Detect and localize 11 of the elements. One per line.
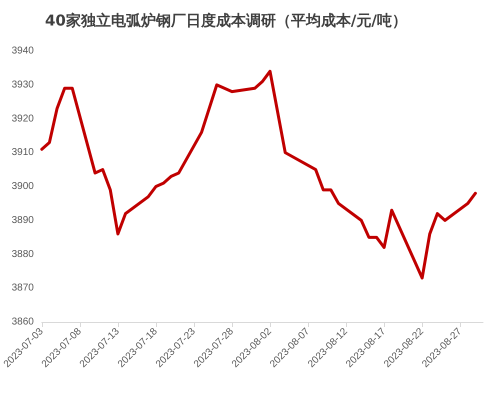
y-tick-label: 3870 <box>12 282 34 294</box>
y-tick-label: 3930 <box>12 79 34 90</box>
y-tick-label: 3910 <box>12 147 34 158</box>
y-tick-label: 3860 <box>12 316 34 328</box>
y-tick-label: 3920 <box>12 113 34 124</box>
y-tick-label: 3880 <box>12 248 34 260</box>
y-tick-label: 3890 <box>12 214 34 226</box>
y-tick-label: 3940 <box>12 46 34 56</box>
chart-title: 40家独立电弧炉钢厂日度成本调研（平均成本/元/吨） <box>45 12 407 30</box>
line-series <box>40 70 477 280</box>
y-tick-label: 3900 <box>12 181 34 192</box>
